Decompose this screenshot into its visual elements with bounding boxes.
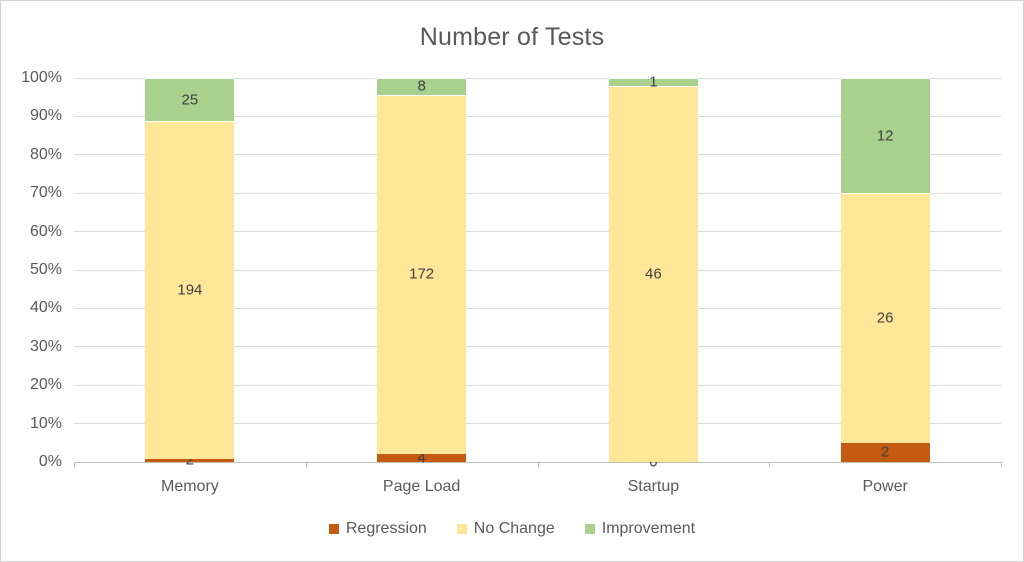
gridline-90% bbox=[74, 115, 1001, 117]
bar-segment-power-improvement bbox=[840, 78, 930, 194]
category-label-memory: Memory bbox=[160, 478, 219, 495]
y-axis-label: 90% bbox=[29, 107, 62, 125]
category-label-power: Power bbox=[862, 478, 908, 495]
bar-segment-power-regression bbox=[840, 442, 930, 462]
x-axis-tick bbox=[769, 462, 771, 467]
legend-item-no-change: No Change bbox=[456, 520, 555, 538]
data-label-regression: 0 bbox=[649, 453, 658, 471]
x-axis-tick bbox=[305, 462, 307, 467]
legend-label: Improvement bbox=[601, 520, 696, 537]
y-axis-label: 70% bbox=[29, 184, 62, 202]
y-axis-label: 80% bbox=[29, 145, 62, 163]
x-axis-tick bbox=[74, 462, 75, 467]
gridline-60% bbox=[74, 231, 1001, 233]
y-axis-label: 10% bbox=[29, 414, 62, 432]
bar-segment-page-load-no-change bbox=[377, 94, 467, 454]
bar-segment-power-no-change bbox=[840, 193, 930, 443]
gridline-40% bbox=[74, 307, 1001, 309]
gridline-30% bbox=[74, 346, 1001, 348]
gridline-10% bbox=[74, 423, 1001, 425]
y-axis-label: 60% bbox=[29, 222, 62, 240]
chart-title: Number of Tests bbox=[419, 23, 605, 51]
data-label-improvement: 25 bbox=[181, 91, 199, 109]
gridline-50% bbox=[74, 269, 1001, 271]
data-label-improvement: 12 bbox=[876, 127, 894, 145]
data-label-no-change: 194 bbox=[177, 281, 203, 299]
data-label-improvement: 8 bbox=[417, 77, 426, 95]
data-label-regression: 4 bbox=[417, 449, 426, 467]
bar-segment-memory-regression bbox=[145, 458, 235, 462]
y-axis-label: 50% bbox=[29, 261, 62, 278]
legend-item-regression: Regression bbox=[328, 520, 427, 538]
gridline-20% bbox=[74, 384, 1001, 386]
legend-item-improvement: Improvement bbox=[584, 520, 696, 538]
category-label-startup: Startup bbox=[627, 478, 680, 495]
legend-swatch-icon bbox=[456, 524, 467, 534]
x-axis-tick bbox=[1001, 462, 1002, 467]
x-axis-tick bbox=[537, 462, 539, 467]
gridline-70% bbox=[74, 192, 1001, 194]
bar-segment-page-load-regression bbox=[377, 453, 467, 462]
bar-segment-startup-no-change bbox=[608, 86, 698, 462]
y-axis-label: 30% bbox=[29, 337, 62, 355]
bar-segment-memory-improvement bbox=[145, 78, 235, 122]
y-axis-label: 40% bbox=[29, 299, 62, 317]
gridline-100% bbox=[74, 77, 1001, 79]
data-label-no-change: 172 bbox=[409, 265, 435, 283]
legend-swatch-icon bbox=[328, 524, 339, 534]
bar-segment-memory-no-change bbox=[145, 121, 235, 459]
bar-segment-page-load-improvement bbox=[377, 78, 467, 95]
data-label-improvement: 1 bbox=[649, 73, 658, 91]
legend: Regression No Change Improvement bbox=[1, 520, 1023, 538]
legend-label: Regression bbox=[345, 520, 427, 537]
data-label-regression: 2 bbox=[880, 443, 890, 461]
data-label-no-change: 26 bbox=[876, 309, 894, 327]
data-label-no-change: 46 bbox=[645, 265, 662, 283]
y-axis-label: 0% bbox=[38, 453, 62, 470]
y-axis-label: 20% bbox=[29, 376, 62, 394]
gridline-80% bbox=[74, 154, 1001, 156]
data-label-regression: 2 bbox=[185, 451, 195, 469]
legend-label: No Change bbox=[473, 520, 555, 537]
category-label-page-load: Page Load bbox=[382, 478, 461, 495]
legend-swatch-icon bbox=[584, 524, 595, 534]
bar-segment-startup-improvement bbox=[608, 78, 698, 87]
y-axis-label: 100% bbox=[21, 69, 62, 86]
